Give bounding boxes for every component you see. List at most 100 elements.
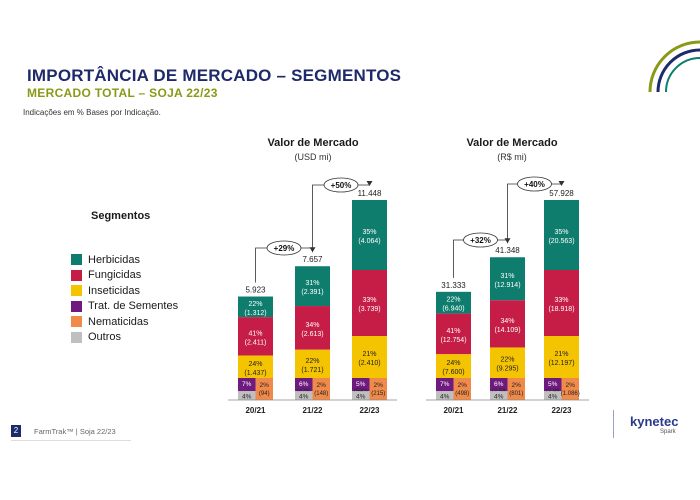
data-label-pct: 22% bbox=[446, 297, 460, 304]
data-label-pct: 4% bbox=[440, 394, 450, 401]
data-label-pct: 7% bbox=[440, 381, 450, 388]
legend-swatch bbox=[71, 316, 82, 327]
bar-total-label: 41.348 bbox=[495, 246, 520, 255]
legend-label: Trat. de Sementes bbox=[88, 300, 179, 312]
bar-segment bbox=[436, 378, 454, 392]
growth-label: +32% bbox=[470, 236, 491, 245]
kynetec-logo: kynetec bbox=[630, 414, 679, 429]
data-label-value: (1.437) bbox=[244, 370, 266, 377]
legend-swatch bbox=[71, 300, 82, 312]
bar-segment bbox=[544, 378, 562, 392]
data-label-pct: 22% bbox=[500, 357, 514, 364]
data-label-pct: 7% bbox=[242, 381, 252, 388]
data-label-pct: 2% bbox=[317, 382, 327, 389]
data-label-value: (6.940) bbox=[442, 306, 464, 313]
data-label-pct: 24% bbox=[446, 360, 460, 367]
data-label-value: (1.721) bbox=[301, 367, 323, 374]
logo-divider bbox=[613, 410, 614, 438]
bar-total-label: 57.928 bbox=[549, 189, 574, 198]
legend-label: Outros bbox=[88, 331, 122, 343]
bar-segment bbox=[369, 378, 387, 400]
data-label-pct: 33% bbox=[362, 297, 376, 304]
bar-segment bbox=[295, 378, 313, 392]
data-label-value: (7.600) bbox=[442, 369, 464, 376]
legend-item: Outros bbox=[71, 330, 178, 345]
bar-segment bbox=[490, 378, 508, 392]
data-label-value: (18.918) bbox=[548, 306, 574, 313]
data-label-value: (801) bbox=[509, 391, 523, 397]
bar-segment bbox=[436, 291, 471, 314]
data-label-pct: 41% bbox=[446, 328, 460, 335]
bar-segment bbox=[544, 270, 579, 336]
data-label-value: (498) bbox=[455, 391, 469, 397]
data-label-value: (12.914) bbox=[494, 282, 520, 289]
data-label-pct: 4% bbox=[548, 394, 558, 401]
legend-swatch bbox=[71, 285, 82, 296]
bar-total-label: 31.333 bbox=[441, 281, 466, 290]
legend-swatch bbox=[71, 269, 82, 281]
data-label-value: (2.410) bbox=[358, 360, 380, 367]
bar-segment bbox=[490, 347, 525, 378]
data-label-pct: 5% bbox=[548, 381, 558, 388]
growth-badge bbox=[323, 177, 359, 193]
data-label-value: (20.563) bbox=[548, 238, 574, 245]
data-label-pct: 22% bbox=[305, 358, 319, 365]
bar-segment bbox=[238, 355, 273, 378]
data-label-value: (215) bbox=[371, 391, 385, 397]
data-label-pct: 21% bbox=[362, 351, 376, 358]
data-label-pct: 2% bbox=[512, 382, 522, 389]
page-number: 2 bbox=[11, 425, 21, 437]
growth-label: +40% bbox=[524, 180, 545, 189]
data-label-pct: 21% bbox=[554, 351, 568, 358]
bar-segment bbox=[352, 336, 387, 378]
bar-segment bbox=[238, 296, 273, 318]
bar-segment bbox=[490, 391, 508, 400]
growth-arrowhead bbox=[366, 181, 373, 186]
data-label-pct: 35% bbox=[554, 229, 568, 236]
data-label-pct: 2% bbox=[566, 382, 576, 389]
data-label-pct: 34% bbox=[500, 318, 514, 325]
bar-segment bbox=[238, 391, 256, 400]
footer-text: FarmTrak™ | Soja 22/23 bbox=[34, 427, 116, 436]
data-label-pct: 4% bbox=[494, 394, 504, 401]
bar-segment bbox=[453, 378, 471, 400]
x-tick-label: 20/21 bbox=[443, 406, 464, 415]
page-title: IMPORTÂNCIA DE MERCADO – SEGMENTOS bbox=[27, 66, 402, 85]
data-label-value: (2.613) bbox=[301, 331, 323, 338]
data-label-value: (148) bbox=[314, 391, 328, 397]
growth-badge bbox=[517, 176, 552, 192]
spark-logo: Spark bbox=[660, 429, 676, 435]
data-label-pct: 2% bbox=[260, 382, 270, 389]
growth-badge bbox=[463, 232, 498, 248]
chart-unit-usd: (USD mi) bbox=[294, 152, 332, 162]
data-label-pct: 41% bbox=[248, 330, 262, 337]
data-label-value: (4.064) bbox=[358, 238, 380, 245]
bar-segment bbox=[507, 378, 525, 400]
bar-segment bbox=[312, 378, 330, 400]
x-tick-label: 21/22 bbox=[497, 406, 518, 415]
chart-title-usd: Valor de Mercado bbox=[267, 137, 359, 149]
data-label-pct: 34% bbox=[305, 322, 319, 329]
base-note: Indicações em % Bases por Indicação. bbox=[23, 108, 161, 117]
bar-segment bbox=[490, 257, 525, 301]
bar-segment bbox=[295, 391, 313, 400]
legend-swatch bbox=[71, 331, 82, 343]
data-label-pct: 5% bbox=[356, 381, 366, 388]
bar-segment bbox=[238, 317, 273, 356]
data-label-pct: 24% bbox=[248, 361, 262, 368]
bar-segment bbox=[255, 378, 273, 400]
legend: Herbicidas Fungicidas Inseticidas Trat. … bbox=[71, 252, 178, 345]
page-subtitle: MERCADO TOTAL – SOJA 22/23 bbox=[27, 86, 218, 100]
data-label-pct: 2% bbox=[458, 382, 468, 389]
chart-unit-brl: (R$ mi) bbox=[497, 152, 527, 162]
data-label-pct: 22% bbox=[248, 301, 262, 308]
data-label-value: (3.739) bbox=[358, 306, 380, 313]
bar-segment bbox=[238, 378, 256, 392]
data-label-pct: 31% bbox=[305, 280, 319, 287]
x-tick-label: 22/23 bbox=[359, 406, 380, 415]
bar-total-label: 5.923 bbox=[245, 286, 266, 295]
data-label-pct: 33% bbox=[554, 297, 568, 304]
legend-item: Inseticidas bbox=[71, 283, 178, 298]
x-tick-label: 22/23 bbox=[551, 406, 572, 415]
